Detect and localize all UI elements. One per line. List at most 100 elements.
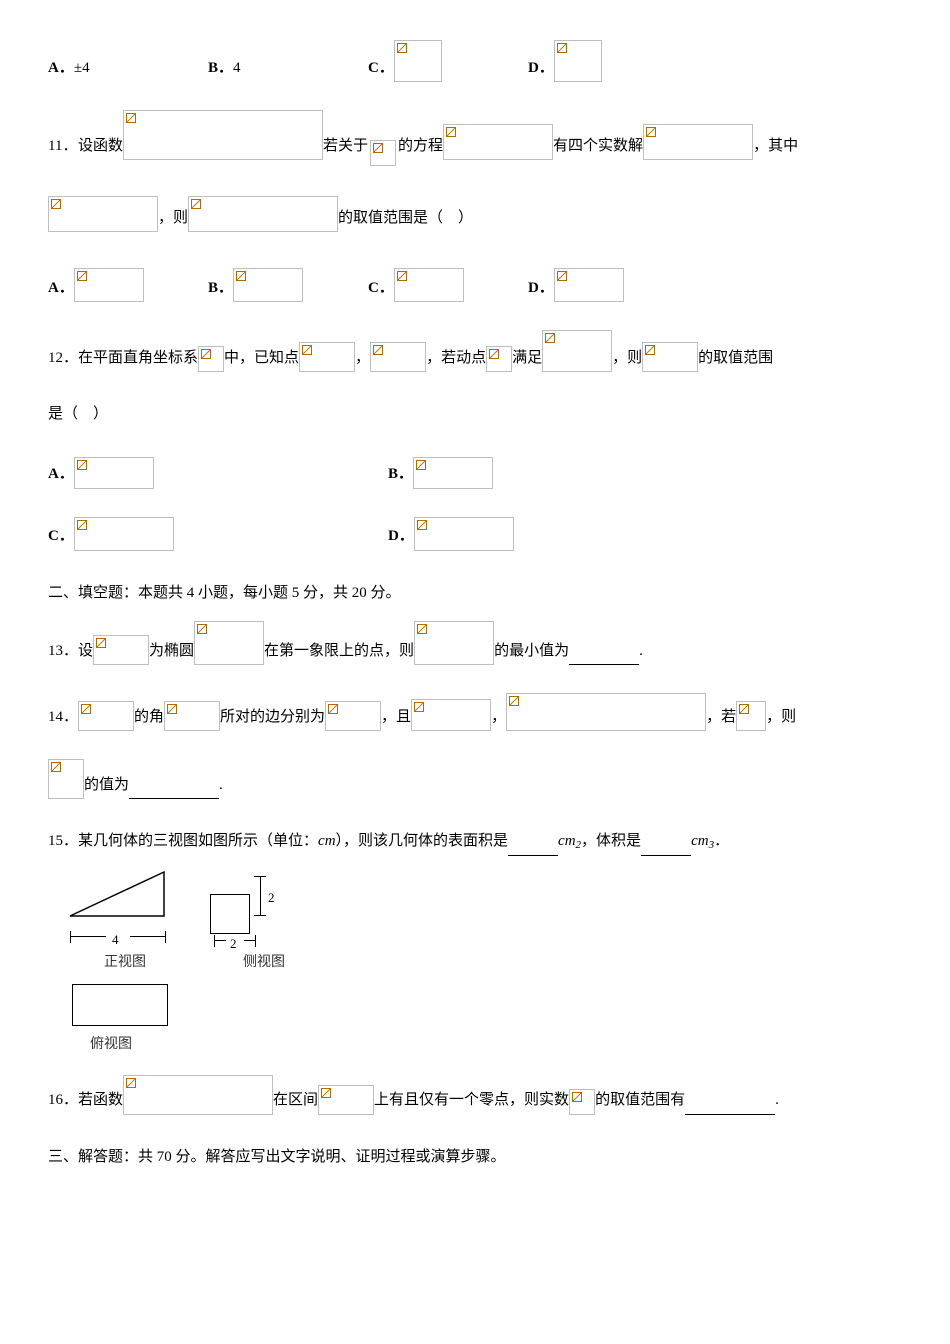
question-number: 11． [48, 132, 78, 161]
formula-placeholder-icon [413, 457, 493, 489]
formula-placeholder-icon [325, 701, 381, 731]
text: 的最小值为 [494, 637, 569, 666]
text: 所对的边分别为 [220, 703, 325, 732]
q12-optA: A． [48, 457, 388, 489]
dim-horizontal: 4 [68, 930, 168, 944]
q10-options: A． ±4 B． 4 C． D． [48, 40, 902, 82]
q12-line2: 是（ ） [48, 400, 902, 429]
text: 上有且仅有一个零点，则实数 [374, 1086, 569, 1115]
q12-optD: D． [388, 517, 728, 551]
q12-options-row1: A． B． [48, 457, 902, 489]
text: 满足 [512, 344, 542, 373]
q12-line1: 12． 在平面直角坐标系 中，已知点 ， ，若动点 满足 ，则 的取值范围 [48, 330, 902, 372]
top-view-cell: 俯视图 [60, 976, 902, 1059]
text: 是（ ） [48, 400, 108, 429]
text: ，若 [706, 703, 736, 732]
text: 设 [78, 637, 93, 666]
formula-placeholder-icon [394, 268, 464, 302]
formula-placeholder-icon [48, 196, 158, 232]
opt-label: C． [48, 522, 74, 551]
square-icon [210, 894, 250, 934]
text: 在第一象限上的点，则 [264, 637, 414, 666]
side-view-label: 侧视图 [243, 950, 285, 977]
opt-label: C． [368, 274, 394, 303]
text: ，则 [766, 703, 796, 732]
opt-label: D． [528, 274, 554, 303]
q12-options-row2: C． D． [48, 517, 902, 551]
text: ． [714, 827, 729, 856]
text: ，则 [612, 344, 642, 373]
text: 若关于 [323, 132, 368, 161]
formula-placeholder-icon [569, 1089, 595, 1115]
text: 在区间 [273, 1086, 318, 1115]
text: 的取值范围是（ ） [338, 204, 473, 233]
formula-placeholder-icon [642, 342, 698, 372]
text: 的取值范围 [698, 344, 773, 373]
front-view-label: 正视图 [104, 950, 146, 977]
fill-blank [641, 841, 691, 856]
formula-placeholder-icon [74, 268, 144, 302]
formula-placeholder-icon [188, 196, 338, 232]
unit-cm: cm [558, 827, 576, 856]
formula-placeholder-icon [554, 268, 624, 302]
formula-placeholder-icon [443, 124, 553, 160]
dim-value: 2 [268, 886, 275, 911]
text: 的方程 [398, 132, 443, 161]
q15-text: 15． 某几何体的三视图如图所示（单位： cm ），则该几何体的表面积是 cm2… [48, 827, 902, 856]
three-view-diagram: 4 正视图 2 2 侧视图 俯视图 [60, 866, 902, 1059]
text: 的角 [134, 703, 164, 732]
text: ，且 [381, 703, 411, 732]
triangle-icon [60, 866, 170, 922]
dim-vertical: 2 [254, 874, 268, 918]
q11-optB: B． [208, 268, 368, 302]
q10-optA: A． ±4 [48, 54, 208, 83]
opt-text: ±4 [74, 54, 90, 83]
text: ， [355, 344, 370, 373]
text: . [639, 637, 643, 666]
opt-label: A． [48, 54, 74, 83]
text: 中，已知点 [224, 344, 299, 373]
front-view-cell: 4 正视图 [60, 866, 190, 977]
q10-optC: C． [368, 40, 528, 82]
opt-label: B． [208, 274, 233, 303]
fill-blank [685, 1100, 775, 1115]
text: . [219, 771, 223, 800]
opt-label: D． [528, 54, 554, 83]
dim-value: 2 [230, 932, 237, 957]
formula-placeholder-icon [554, 40, 602, 82]
q11-line2: ，则 的取值范围是（ ） [48, 196, 902, 232]
text: 某几何体的三视图如图所示（单位： [78, 827, 318, 856]
fill-blank [508, 841, 558, 856]
text: ， [491, 703, 506, 732]
formula-placeholder-icon [506, 693, 706, 731]
formula-placeholder-icon [414, 517, 514, 551]
fill-blank [129, 784, 219, 799]
top-view-label: 俯视图 [90, 1032, 132, 1059]
formula-placeholder-icon [74, 517, 174, 551]
q12-optB: B． [388, 457, 728, 489]
formula-placeholder-icon [48, 759, 84, 799]
q13: 13． 设 为椭圆 在第一象限上的点，则 的最小值为 . [48, 621, 902, 665]
text: 设函数 [78, 132, 123, 161]
q11-options: A． B． C． D． [48, 268, 902, 302]
q16: 16． 若函数 在区间 上有且仅有一个零点，则实数 的取值范围有 . [48, 1075, 902, 1115]
text: . [775, 1086, 779, 1115]
question-number: 15． [48, 827, 78, 856]
q14-line2: 的值为 . [48, 759, 902, 799]
question-number: 14． [48, 703, 78, 732]
question-number: 16． [48, 1086, 78, 1115]
formula-placeholder-icon [414, 621, 494, 665]
text: ，若动点 [426, 344, 486, 373]
formula-placeholder-icon [123, 110, 323, 160]
formula-placeholder-icon [318, 1085, 374, 1115]
formula-placeholder-icon [394, 40, 442, 82]
text: ），则该几何体的表面积是 [336, 827, 509, 856]
formula-placeholder-icon [93, 635, 149, 665]
text: 的取值范围有 [595, 1086, 685, 1115]
opt-label: B． [208, 54, 233, 83]
opt-text: 4 [233, 54, 241, 83]
side-view-shape: 2 2 [210, 876, 318, 946]
section2-title: 二、填空题：本题共 4 小题，每小题 5 分，共 20 分。 [48, 579, 902, 608]
question-number: 12． [48, 344, 78, 373]
q10-optB: B． 4 [208, 54, 368, 83]
